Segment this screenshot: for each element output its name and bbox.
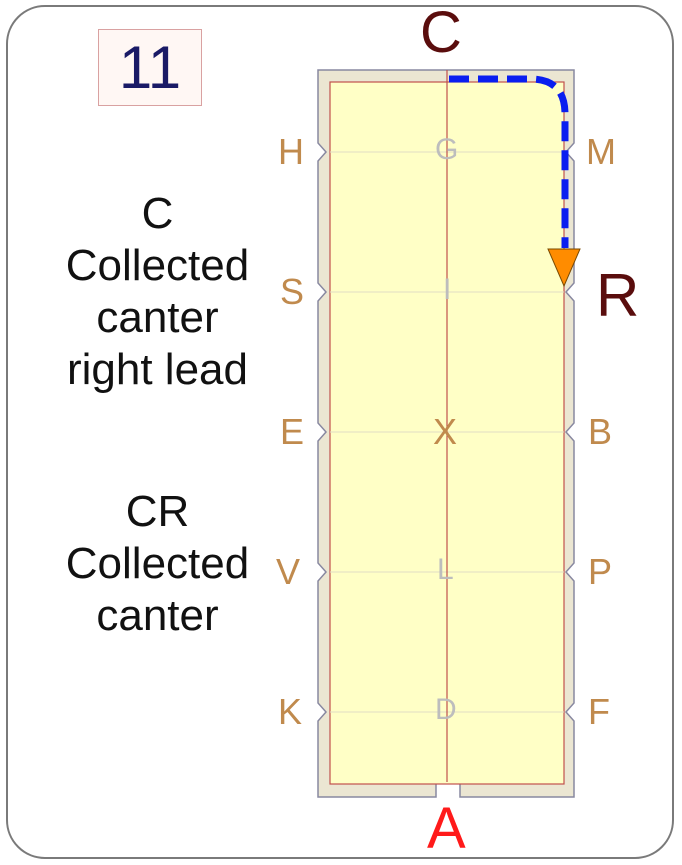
arena-letter-right-highlight: R	[596, 262, 640, 329]
movement-2-code: CR	[125, 487, 190, 536]
arena-letter-center: L	[437, 553, 454, 586]
movement-2-line: Collected	[65, 539, 250, 588]
movement-1-code: C	[141, 189, 174, 238]
movement-1-description: C Collected canter right lead	[40, 188, 275, 396]
arena-letter-right: M	[586, 131, 616, 172]
arena-letter-right: B	[588, 411, 613, 452]
direction-arrow	[547, 248, 581, 288]
arena-letter-left: V	[276, 551, 301, 592]
arena-letter-left: K	[278, 691, 303, 732]
movement-1-line: right lead	[66, 345, 248, 394]
movement-2-description: CR Collected canter	[40, 486, 275, 642]
arena-letter-center: D	[435, 693, 457, 726]
arena-letter-right: F	[588, 691, 610, 732]
arena-letter-bottom: A	[427, 796, 466, 861]
movement-1-line: canter	[96, 293, 219, 342]
card-number: 11	[118, 33, 182, 101]
movement-1-line: Collected	[65, 241, 250, 290]
card-number-box: 11	[98, 29, 202, 106]
arena-letter-left: H	[278, 131, 304, 172]
arena-letter-center: G	[435, 133, 459, 166]
arena-letter-top: C	[420, 0, 462, 65]
arena-letter-center: I	[443, 273, 452, 306]
arena-letter-left: E	[280, 411, 305, 452]
movement-2-line: canter	[96, 591, 219, 640]
arena-letter-center: X	[433, 411, 458, 452]
arena-letter-left: S	[280, 271, 305, 312]
arena-letter-right: P	[588, 551, 613, 592]
